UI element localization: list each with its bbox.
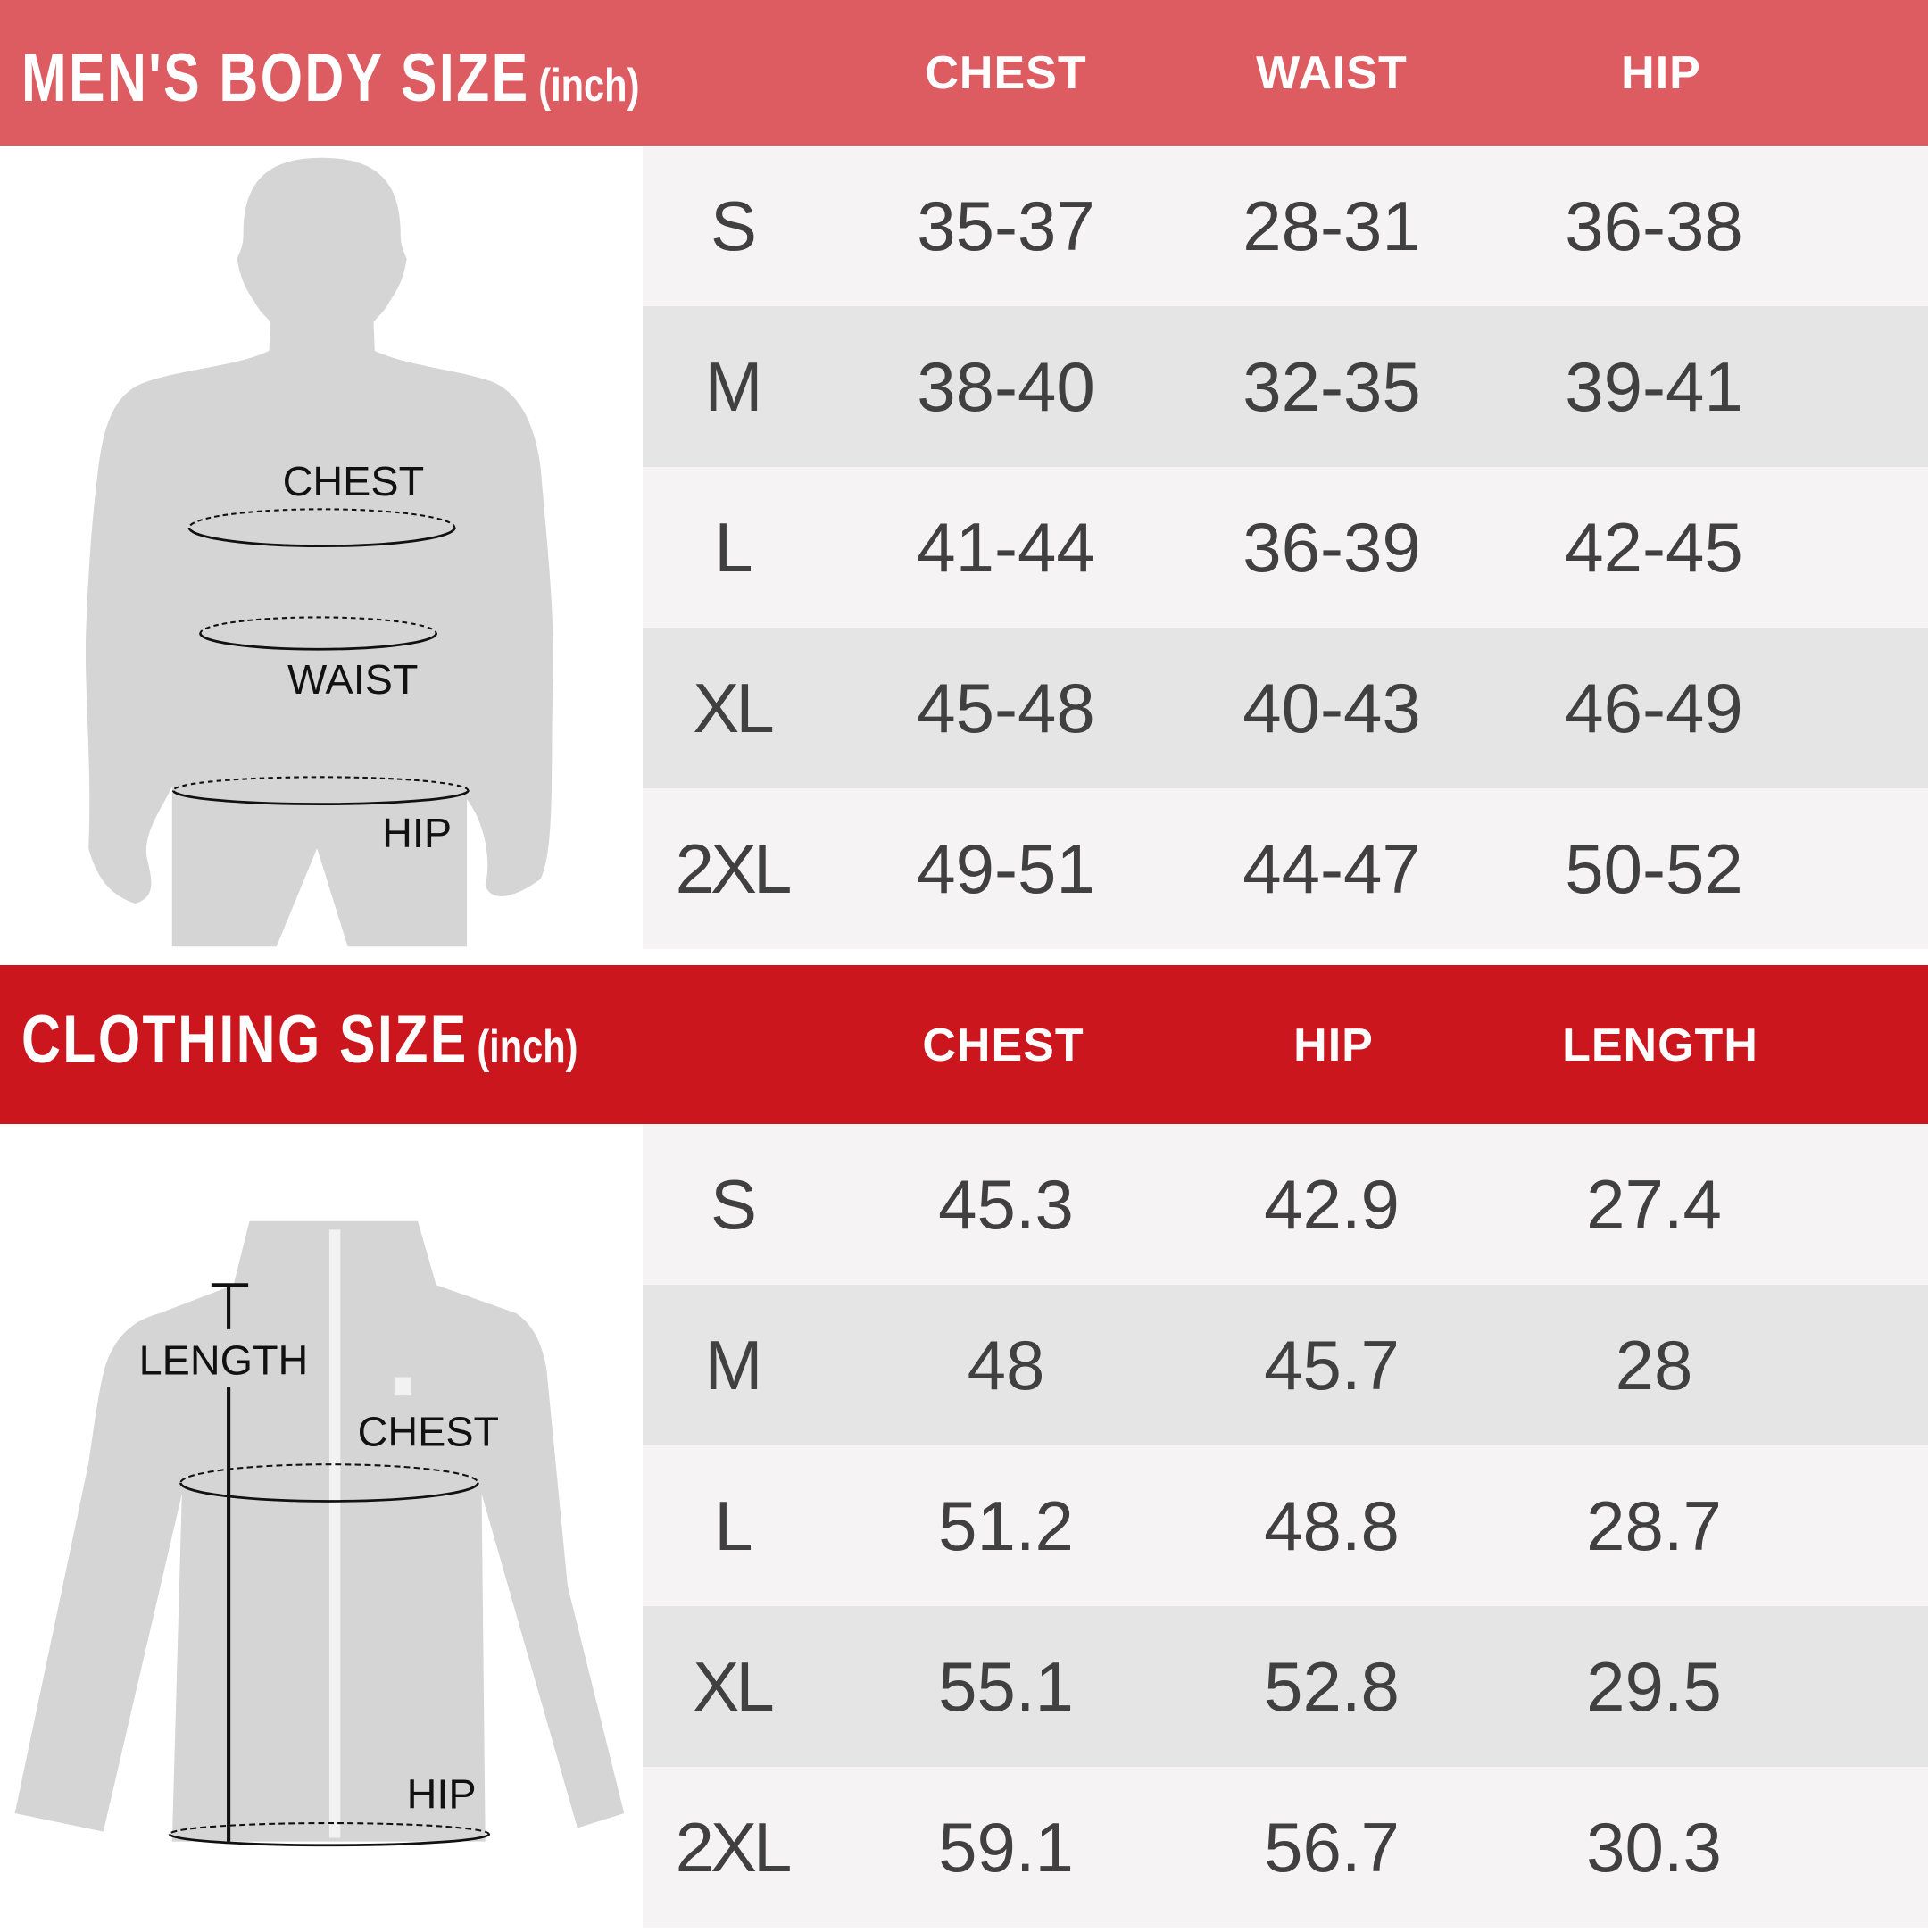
chest-cell: 55.1 xyxy=(938,1646,1074,1726)
col-header-hip: HIP xyxy=(1621,47,1701,99)
shirt-silhouette-figure: LENGTH CHEST HIP xyxy=(0,1124,643,1928)
hip-cell: 50-52 xyxy=(1565,829,1743,908)
length-cell: 30.3 xyxy=(1586,1807,1722,1886)
unit-text: (inch) xyxy=(477,1021,578,1073)
hip-cell: 42-45 xyxy=(1565,507,1743,587)
title-text: MEN'S BODY SIZE xyxy=(21,40,530,116)
length-label: LENGTH xyxy=(139,1337,309,1384)
waist-cell: 44-47 xyxy=(1242,829,1421,908)
size-cell: 2XL xyxy=(675,1807,793,1886)
table-row: XL 45-48 40-43 46-49 xyxy=(643,628,1928,788)
size-cell: S xyxy=(710,186,757,265)
body-size-header: MEN'S BODY SIZE (inch) CHEST WAIST HIP xyxy=(0,0,1928,146)
table-row: L 51.2 48.8 28.7 xyxy=(643,1445,1928,1606)
clothing-size-table: S 45.3 42.9 27.4 M 48 45.7 28 L 51.2 48.8 28.7 XL… xyxy=(643,1124,1928,1928)
table-row: M 48 45.7 28 xyxy=(643,1285,1928,1445)
chest-cell: 41-44 xyxy=(917,507,1095,587)
size-cell: XL xyxy=(693,1646,774,1726)
hip-cell: 39-41 xyxy=(1565,346,1743,426)
body-silhouette-figure: CHEST WAIST HIP xyxy=(0,146,643,949)
chest-cell: 45.3 xyxy=(938,1164,1074,1244)
body-size-title: MEN'S BODY SIZE (inch) xyxy=(21,39,639,117)
clothing-size-title: CLOTHING SIZE (inch) xyxy=(21,1001,578,1078)
table-row: S 45.3 42.9 27.4 xyxy=(643,1124,1928,1285)
chest-cell: 49-51 xyxy=(917,829,1095,908)
hip-cell: 52.8 xyxy=(1264,1646,1400,1726)
hip-label: HIP xyxy=(382,810,452,856)
size-cell: L xyxy=(714,507,752,587)
col-header-hip: HIP xyxy=(1293,1020,1374,1071)
table-row: 2XL 59.1 56.7 30.3 xyxy=(643,1767,1928,1928)
table-row: XL 55.1 52.8 29.5 xyxy=(643,1606,1928,1767)
size-cell: 2XL xyxy=(675,829,793,908)
waist-cell: 40-43 xyxy=(1242,668,1421,747)
waist-cell: 36-39 xyxy=(1242,507,1421,587)
waist-cell: 28-31 xyxy=(1242,186,1421,265)
table-row: S 35-37 28-31 36-38 xyxy=(643,146,1928,306)
hip-cell: 56.7 xyxy=(1264,1807,1400,1886)
hip-cell: 46-49 xyxy=(1565,668,1743,747)
body-silhouette-icon: CHEST WAIST HIP xyxy=(85,157,553,947)
table-row: 2XL 49-51 44-47 50-52 xyxy=(643,788,1928,949)
col-header-chest: CHEST xyxy=(922,1020,1084,1071)
size-cell: L xyxy=(714,1486,752,1565)
length-cell: 28 xyxy=(1615,1325,1693,1404)
length-cell: 27.4 xyxy=(1586,1164,1722,1244)
title-text: CLOTHING SIZE xyxy=(21,1002,469,1078)
chest-cell: 48 xyxy=(967,1325,1045,1404)
size-cell: M xyxy=(704,346,763,426)
size-cell: S xyxy=(710,1164,757,1244)
col-header-waist: WAIST xyxy=(1256,47,1408,99)
hip-label: HIP xyxy=(407,1771,477,1818)
table-row: L 41-44 36-39 42-45 xyxy=(643,467,1928,628)
chest-label: CHEST xyxy=(283,458,425,504)
chest-cell: 45-48 xyxy=(917,668,1095,747)
clothing-size-header: CLOTHING SIZE (inch) CHEST HIP LENGTH xyxy=(0,965,1928,1124)
shirt-silhouette-icon: LENGTH CHEST HIP xyxy=(14,1220,625,1847)
size-cell: XL xyxy=(693,668,774,747)
chest-cell: 59.1 xyxy=(938,1807,1074,1886)
chest-label: CHEST xyxy=(358,1409,500,1455)
waist-cell: 32-35 xyxy=(1242,346,1421,426)
col-header-length: LENGTH xyxy=(1562,1020,1758,1071)
hip-cell: 36-38 xyxy=(1565,186,1743,265)
size-cell: M xyxy=(704,1325,763,1404)
length-cell: 29.5 xyxy=(1586,1646,1722,1726)
table-row: M 38-40 32-35 39-41 xyxy=(643,306,1928,467)
chest-cell: 38-40 xyxy=(917,346,1095,426)
unit-text: (inch) xyxy=(538,60,640,112)
hip-cell: 42.9 xyxy=(1264,1164,1400,1244)
col-header-chest: CHEST xyxy=(925,47,1087,99)
waist-label: WAIST xyxy=(287,656,418,703)
length-cell: 28.7 xyxy=(1586,1486,1722,1565)
hip-cell: 45.7 xyxy=(1264,1325,1400,1404)
chest-cell: 35-37 xyxy=(917,186,1095,265)
chest-cell: 51.2 xyxy=(938,1486,1074,1565)
body-size-table: S 35-37 28-31 36-38 M 38-40 32-35 39-41 L 41-44… xyxy=(643,146,1928,949)
hip-cell: 48.8 xyxy=(1264,1486,1400,1565)
